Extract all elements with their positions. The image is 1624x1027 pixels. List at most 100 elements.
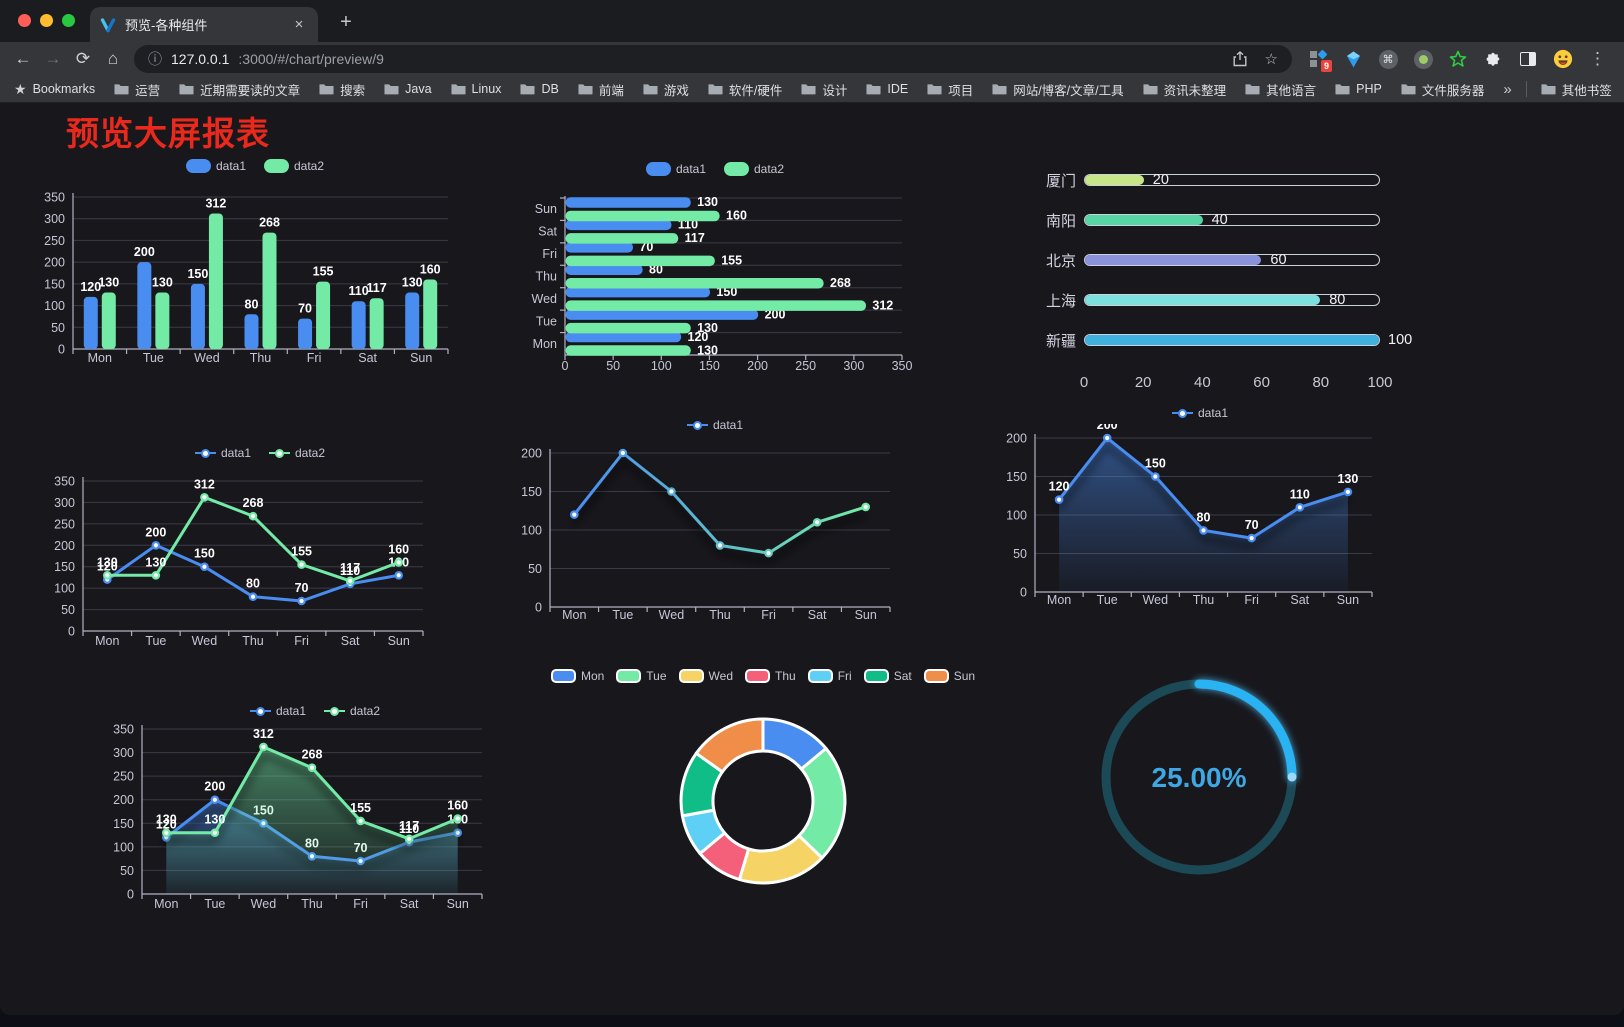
data-point-data2-Mon[interactable] bbox=[161, 828, 171, 838]
bar-data2-Thu[interactable] bbox=[262, 232, 277, 349]
data-point-data1-Thu[interactable] bbox=[1199, 526, 1208, 535]
bookmark-star-icon[interactable]: ☆ bbox=[1264, 51, 1278, 68]
bookmark-item[interactable]: 项目 bbox=[927, 80, 973, 99]
bookmark-item[interactable]: 设计 bbox=[801, 80, 847, 99]
legend-item[interactable]: Wed bbox=[678, 669, 733, 683]
reload-button[interactable]: ⟳ bbox=[75, 49, 91, 68]
legend-item[interactable]: data1 bbox=[194, 446, 251, 460]
data-point-data2-Thu[interactable] bbox=[307, 763, 317, 772]
puzzle-extensions-icon[interactable] bbox=[1483, 49, 1503, 69]
bar-data1-Sat[interactable] bbox=[565, 219, 672, 231]
legend-item[interactable]: data1 bbox=[249, 704, 306, 718]
data-point-data2-Fri[interactable] bbox=[356, 816, 365, 826]
data-point-data1-Tue[interactable] bbox=[210, 795, 220, 805]
data-point-data2-Sun[interactable] bbox=[453, 814, 463, 823]
data-point-data2-Sun[interactable] bbox=[394, 558, 404, 567]
data-point-data2-Wed[interactable] bbox=[259, 742, 268, 752]
bar-data1-Sat[interactable] bbox=[351, 301, 366, 349]
bar-data2-Wed[interactable] bbox=[208, 213, 223, 349]
share-icon[interactable] bbox=[1233, 51, 1247, 67]
legend-item[interactable]: data1 bbox=[1171, 406, 1228, 420]
bookmark-item[interactable]: 文件服务器 bbox=[1401, 80, 1484, 99]
legend-item[interactable]: data2 bbox=[324, 704, 380, 718]
bookmark-item[interactable]: IDE bbox=[866, 82, 908, 96]
data-point-data1-Tue[interactable] bbox=[1102, 433, 1112, 443]
bookmark-item[interactable]: 运营 bbox=[114, 80, 160, 99]
bar-data2-Fri[interactable] bbox=[565, 255, 715, 267]
bookmarks-overflow-chevron[interactable]: » bbox=[1503, 80, 1512, 98]
legend-item[interactable]: data2 bbox=[269, 446, 325, 460]
legend-item[interactable]: Tue bbox=[616, 669, 667, 683]
data-point-data1-Sun[interactable] bbox=[394, 570, 404, 580]
menu-dots-icon[interactable]: ⋮ bbox=[1589, 49, 1606, 68]
data-point-data2-Sat[interactable] bbox=[404, 834, 414, 844]
bar-data2-Thu[interactable] bbox=[565, 278, 824, 289]
data-point-data1-Sat[interactable] bbox=[1295, 503, 1305, 512]
data-point-data1-Thu[interactable] bbox=[715, 541, 725, 550]
legend-item[interactable]: data2 bbox=[724, 162, 784, 176]
bookmark-item[interactable]: 资讯未整理 bbox=[1143, 80, 1226, 99]
pie-slice-Sun[interactable] bbox=[694, 717, 765, 774]
data-point-data1-Sun[interactable] bbox=[1343, 487, 1353, 497]
data-point-data1-Sat[interactable] bbox=[812, 518, 822, 527]
bar-data1-Wed[interactable] bbox=[565, 286, 711, 298]
bookmark-item[interactable]: PHP bbox=[1335, 82, 1382, 96]
bookmarks-manager-item[interactable]: ★ Bookmarks bbox=[14, 81, 95, 98]
window-close-button[interactable] bbox=[18, 14, 31, 27]
legend-item[interactable]: data2 bbox=[264, 159, 324, 173]
legend-item[interactable]: Fri bbox=[807, 669, 852, 683]
legend-item[interactable]: Mon bbox=[550, 669, 604, 683]
bar-data1-Mon[interactable] bbox=[565, 331, 682, 343]
data-point-data1-Wed[interactable] bbox=[667, 487, 676, 496]
data-point-data2-Sat[interactable] bbox=[345, 576, 355, 586]
bar-data2-Sun[interactable] bbox=[423, 279, 438, 349]
data-point-data2-Tue[interactable] bbox=[210, 828, 220, 838]
site-info-icon[interactable]: ⓘ bbox=[148, 51, 162, 67]
window-minimize-button[interactable] bbox=[40, 14, 53, 27]
bookmark-item[interactable]: 其他语言 bbox=[1245, 80, 1316, 99]
data-point-data2-Mon[interactable] bbox=[102, 570, 112, 580]
data-point-data1-Mon[interactable] bbox=[569, 510, 579, 519]
gem-extension-icon[interactable] bbox=[1343, 49, 1363, 69]
legend-item[interactable]: Thu bbox=[745, 669, 796, 683]
bookmark-item[interactable]: 近期需要读的文章 bbox=[179, 80, 300, 99]
back-button[interactable]: ← bbox=[14, 49, 32, 68]
browser-tab[interactable]: 预览-各种组件 × bbox=[90, 7, 318, 42]
new-tab-button[interactable]: + bbox=[340, 10, 352, 33]
legend-item[interactable]: Sun bbox=[923, 669, 975, 683]
bookmark-item[interactable]: DB bbox=[520, 82, 559, 96]
bar-data2-Mon[interactable] bbox=[565, 345, 691, 356]
bar-data1-Tue[interactable] bbox=[565, 309, 759, 320]
bar-data1-Wed[interactable] bbox=[190, 283, 205, 349]
bar-data2-Sun[interactable] bbox=[565, 210, 720, 222]
tab-close-icon[interactable]: × bbox=[294, 15, 304, 33]
bar-data1-Mon[interactable] bbox=[83, 296, 98, 349]
bar-data2-Tue[interactable] bbox=[565, 322, 691, 334]
data-point-data1-Thu[interactable] bbox=[248, 592, 258, 602]
bookmark-item[interactable]: 搜索 bbox=[319, 80, 365, 99]
progress-track[interactable]: 40 bbox=[1084, 212, 1380, 228]
data-point-data2-Thu[interactable] bbox=[248, 511, 258, 521]
recorder-extension-icon[interactable] bbox=[1413, 49, 1433, 69]
other-bookmarks-folder[interactable]: 其他书签 bbox=[1541, 80, 1612, 99]
url-bar[interactable]: ⓘ 127.0.0.1 :3000/#/chart/preview/9 ☆ bbox=[134, 45, 1292, 73]
data-point-data1-Mon[interactable] bbox=[1054, 495, 1064, 504]
legend-item[interactable]: data1 bbox=[645, 162, 706, 176]
data-point-data1-Wed[interactable] bbox=[200, 562, 209, 572]
data-point-data1-Fri[interactable] bbox=[297, 596, 306, 606]
progress-track[interactable]: 100 bbox=[1084, 332, 1412, 348]
bar-data2-Wed[interactable] bbox=[565, 300, 867, 311]
progress-track[interactable]: 80 bbox=[1084, 292, 1380, 308]
progress-track[interactable]: 20 bbox=[1084, 172, 1380, 188]
forward-button[interactable]: → bbox=[44, 49, 62, 68]
bar-data2-Sat[interactable] bbox=[369, 298, 384, 349]
green-star-extension-icon[interactable] bbox=[1448, 49, 1468, 69]
bar-data2-Sat[interactable] bbox=[565, 233, 679, 244]
bookmark-item[interactable]: 软件/硬件 bbox=[708, 80, 782, 99]
data-point-data1-Fri[interactable] bbox=[1247, 533, 1256, 543]
home-button[interactable]: ⌂ bbox=[107, 49, 119, 68]
legend-item[interactable]: Sat bbox=[863, 669, 912, 683]
data-point-data1-Wed[interactable] bbox=[1151, 472, 1160, 481]
profile-avatar[interactable] bbox=[1553, 49, 1573, 69]
window-zoom-button[interactable] bbox=[62, 14, 75, 27]
